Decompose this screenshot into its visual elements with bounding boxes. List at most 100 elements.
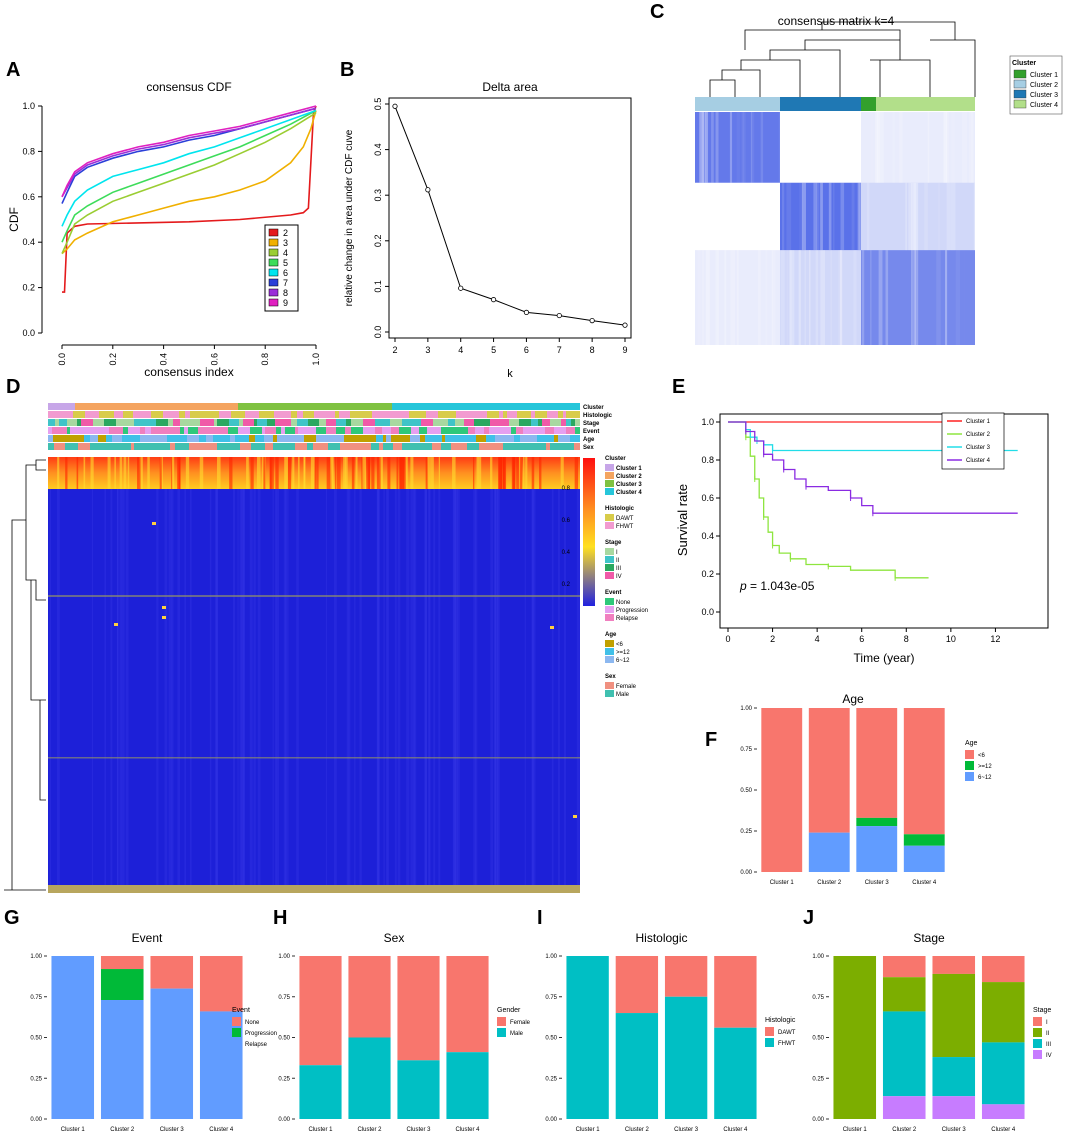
track-age-segment xyxy=(376,435,383,442)
track-histologic-segment xyxy=(346,411,350,418)
heatmap-cell-stripe xyxy=(402,457,406,489)
heatmap-cell xyxy=(573,815,577,818)
heatmap-cell-stripe xyxy=(171,457,175,489)
heatmap-column-stripe xyxy=(354,489,356,885)
heatmap-column-stripe xyxy=(386,489,388,885)
matrix-stripe xyxy=(828,182,832,251)
bar-cluster-4-FHWT xyxy=(714,1027,757,1119)
track-stage-segment xyxy=(326,419,336,426)
track-histologic-segment xyxy=(99,411,108,418)
legend-swatch xyxy=(605,488,614,495)
track-stage-segment xyxy=(319,419,326,426)
matrix-stripe xyxy=(780,250,785,345)
track-age-segment xyxy=(520,435,530,442)
track-age-segment xyxy=(75,435,84,442)
heatmap-column-stripe xyxy=(376,489,379,885)
bar-cluster-2-IV xyxy=(882,1096,926,1119)
colorbar xyxy=(583,458,595,606)
track-sex-segment xyxy=(193,443,200,450)
heatmap-column-stripe xyxy=(57,489,60,885)
x-tick-label: 1.0 xyxy=(311,353,321,366)
cluster-bar-4 xyxy=(876,97,975,111)
x-tick-label: 2 xyxy=(392,345,397,355)
track-label-cluster: Cluster xyxy=(583,405,604,411)
y-tick-label: 0.4 xyxy=(22,237,35,247)
track-stage-segment xyxy=(77,419,81,426)
track-age-segment xyxy=(467,435,476,442)
matrix-stripe xyxy=(968,112,974,183)
track-sex-segment xyxy=(273,443,285,450)
legend-label: <6 xyxy=(978,753,986,759)
legend-label: 2 xyxy=(283,228,288,238)
legend-label: Relapse xyxy=(616,616,639,622)
track-stage-segment xyxy=(550,419,561,426)
matrix-stripe xyxy=(716,250,719,345)
legend-swatch xyxy=(765,1038,774,1047)
heatmap-column-stripe xyxy=(428,489,430,885)
delta-point xyxy=(523,309,530,315)
x-tick-label: Cluster 4 xyxy=(991,1127,1016,1133)
legend-swatch xyxy=(268,268,279,277)
y-axis-label: Survival rate xyxy=(675,484,690,556)
track-histologic-segment xyxy=(58,411,69,418)
heatmap-cell xyxy=(550,626,554,629)
track-sex-segment xyxy=(364,443,371,450)
track-event-segment xyxy=(516,427,523,434)
x-tick-label: Cluster 3 xyxy=(160,1127,185,1133)
legend-label: Progression xyxy=(245,1031,277,1037)
track-age-segment xyxy=(514,435,520,442)
track-stage-segment xyxy=(390,419,402,426)
track-stage-segment xyxy=(55,419,59,426)
legend-swatch xyxy=(605,480,614,487)
legend-title-sex: Sex xyxy=(605,674,616,680)
heatmap-cell-stripe xyxy=(512,457,516,489)
x-tick-label: Cluster 3 xyxy=(406,1127,431,1133)
track-event-segment xyxy=(70,427,79,434)
bar-cluster-1-<6 xyxy=(761,708,803,872)
heatmap-column-stripe xyxy=(215,489,218,885)
bar-cluster-2-Progression xyxy=(100,969,144,1001)
track-age-segment xyxy=(458,435,461,442)
bar-cluster-4-II xyxy=(981,982,1025,1043)
track-age-segment xyxy=(436,435,442,442)
heatmap-cell xyxy=(162,616,166,619)
matrix-stripe xyxy=(840,182,845,251)
y-tick-label: 0.00 xyxy=(740,870,752,876)
y-tick-label: 0.8 xyxy=(701,455,714,465)
x-tick-label: 8 xyxy=(904,634,909,644)
track-histologic-segment xyxy=(487,411,496,418)
bar-cluster-3-Female xyxy=(397,956,440,1061)
panel-label-E: E xyxy=(672,376,685,398)
heatmap-column-stripe xyxy=(239,489,242,885)
heatmap-column-stripe xyxy=(524,489,526,885)
track-histologic-segment xyxy=(503,411,507,418)
heatmap-column-stripe xyxy=(387,489,389,885)
legend-label: III xyxy=(1046,1042,1051,1048)
legend-swatch xyxy=(232,1039,241,1048)
track-age-segment xyxy=(126,435,131,442)
track-histologic-segment xyxy=(350,411,362,418)
y-tick-label: 0.75 xyxy=(545,995,557,1001)
track-age-segment xyxy=(316,435,328,442)
track-sex-segment xyxy=(411,443,421,450)
matrix-stripe xyxy=(705,250,710,345)
track-age-segment xyxy=(570,435,580,442)
track-age-segment xyxy=(164,435,167,442)
matrix-stripe xyxy=(701,112,707,183)
legend-label: Cluster 4 xyxy=(1030,102,1058,109)
matrix-stripe xyxy=(723,250,724,345)
legend-swatch xyxy=(1033,1050,1042,1059)
y-tick-label: 1.00 xyxy=(278,954,290,960)
track-sex-segment xyxy=(83,443,90,450)
track-age-segment xyxy=(344,435,354,442)
y-tick-label: 0.2 xyxy=(701,569,714,579)
heatmap-cell-stripe xyxy=(178,457,181,489)
track-event-segment xyxy=(533,427,539,434)
track-event-segment xyxy=(90,427,97,434)
track-event-segment xyxy=(427,427,430,434)
bar-cluster-2-Male xyxy=(348,1037,391,1119)
heatmap-cell-stripe xyxy=(525,457,528,489)
track-histologic-segment xyxy=(444,411,456,418)
track-histologic-segment xyxy=(185,411,190,418)
